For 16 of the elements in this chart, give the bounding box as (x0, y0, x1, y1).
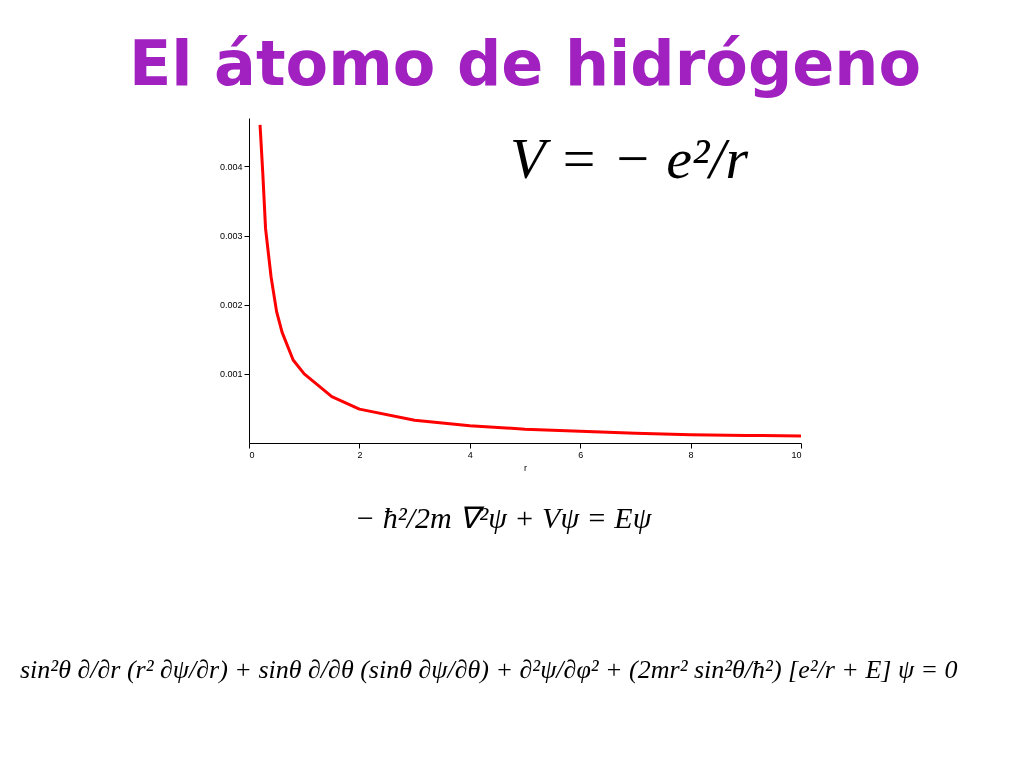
x-tick-label: 6 (578, 449, 584, 460)
x-tick-label: 0 (249, 449, 255, 460)
chart-title: El átomo de hidrógeno (128, 27, 922, 100)
y-tick-label: 0.003 (219, 231, 243, 242)
x-tick-label: 4 (467, 449, 473, 460)
x-tick-label: 10 (791, 449, 802, 460)
x-tick-label: 2 (357, 449, 363, 460)
y-tick-label: 0.004 (219, 161, 243, 172)
x-tick-label: 8 (688, 449, 694, 460)
text: sin²θ ∂/∂r (r² ∂ψ/∂r) + sinθ ∂/∂θ (sinθ ∂ψ/∂θ) + ∂²ψ/∂φ² + (2mr² sin²θ/ħ²) [e²/r + E] ψ = 0 (20, 655, 958, 685)
y-tick-label: 0.002 (219, 300, 243, 311)
line-series (258, 123, 803, 438)
text: − ħ²/2m ∇²ψ + Vψ = Eψ (355, 500, 652, 535)
y-tick-label: 0.001 (219, 369, 243, 380)
annotation: V = − e²/r (510, 125, 748, 192)
x-axis-title: r (524, 462, 527, 473)
